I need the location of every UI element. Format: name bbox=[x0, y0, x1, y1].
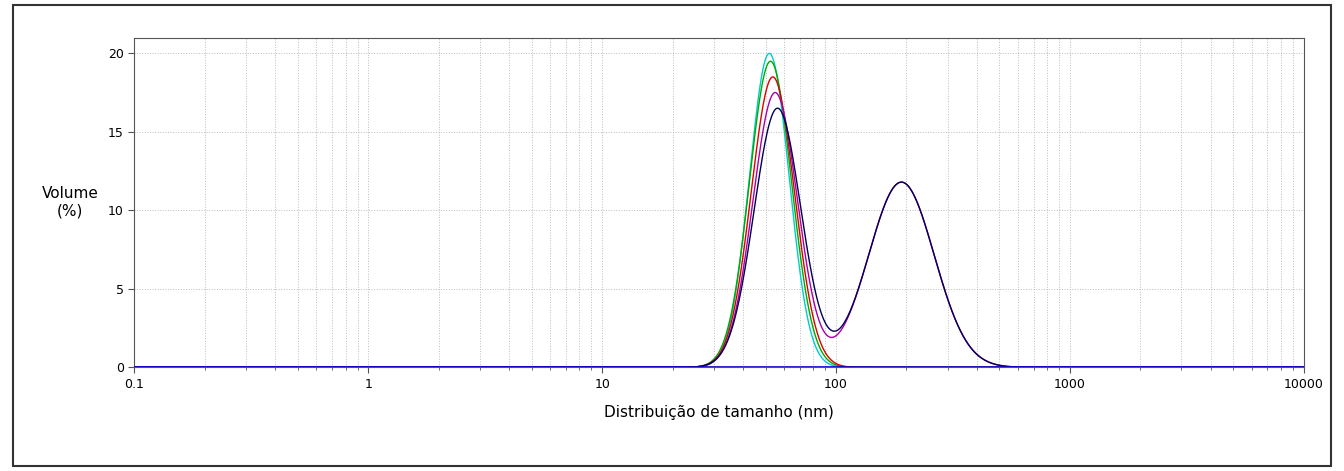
X-axis label: Distribuição de tamanho (nm): Distribuição de tamanho (nm) bbox=[603, 405, 835, 420]
Y-axis label: Volume
(%): Volume (%) bbox=[42, 187, 98, 219]
